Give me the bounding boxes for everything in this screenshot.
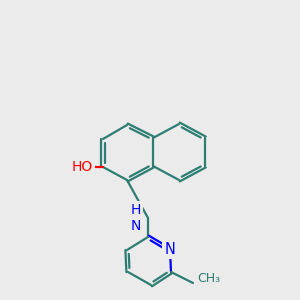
Text: HO: HO (71, 160, 93, 174)
Text: CH₃: CH₃ (197, 272, 220, 286)
Text: N: N (165, 242, 176, 256)
Text: H
N: H N (131, 203, 141, 233)
